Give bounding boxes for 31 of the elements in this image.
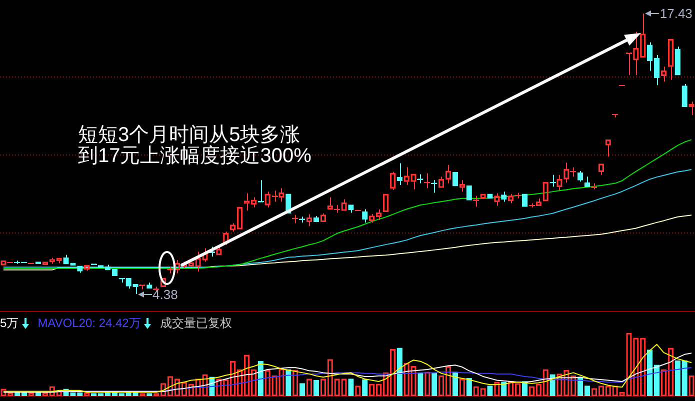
bar	[432, 372, 438, 396]
candlestick	[146, 282, 152, 289]
bar	[674, 360, 680, 396]
text: 5万	[0, 316, 19, 330]
annotation: 4.38	[152, 286, 178, 302]
candlestick	[522, 194, 528, 207]
bar	[418, 372, 424, 396]
candlestick	[348, 204, 354, 214]
bar	[313, 380, 320, 396]
candlestick	[466, 186, 472, 200]
bar	[286, 369, 292, 396]
candlestick	[132, 284, 138, 294]
candlestick	[487, 194, 493, 199]
bar	[362, 379, 368, 396]
candlestick	[63, 254, 69, 264]
candlestick	[501, 191, 507, 202]
annotation: 17.43	[660, 6, 692, 21]
text: MAVOL20: 24.42万	[38, 316, 141, 330]
bar	[348, 378, 354, 396]
candlestick	[452, 172, 458, 186]
annotation: 短短3个月时间从5块多涨到17元上涨幅度接近300%	[78, 124, 312, 167]
bar	[466, 378, 472, 396]
candlestick	[682, 83, 688, 108]
bar	[299, 383, 306, 396]
bar	[487, 386, 493, 396]
bar	[682, 360, 688, 396]
candlestick	[396, 162, 402, 186]
candlestick	[674, 46, 680, 76]
candlestick	[362, 208, 368, 224]
text: 成交量已复权	[160, 316, 232, 330]
bar	[452, 372, 458, 396]
